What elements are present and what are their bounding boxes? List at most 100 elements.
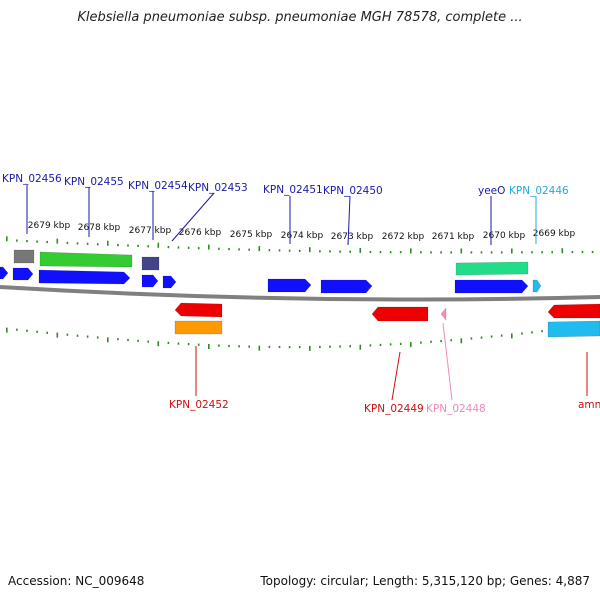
minor-tick [379,251,382,254]
major-tick [56,238,59,244]
major-tick [6,327,8,333]
minor-tick [228,248,230,251]
minor-tick [470,337,473,340]
accession-info: Accession: NC_009648 [8,574,145,588]
major-tick [107,240,109,246]
minor-tick [349,250,351,253]
minor-tick [228,344,230,348]
minor-tick [500,334,503,337]
gene-feature[interactable] [532,279,542,293]
minor-tick [551,251,553,254]
gene-feature[interactable] [320,279,373,294]
minor-tick [288,249,291,252]
scale-label: 2677 kbp [129,226,172,236]
gene-feature[interactable] [12,267,34,281]
minor-tick [430,340,432,343]
gene-feature[interactable] [141,274,159,288]
minor-tick [541,330,543,333]
gene-label-yeeo[interactable]: yeeO [478,185,505,197]
major-tick [410,248,412,254]
map-title: Klebsiella pneumoniae subsp. pneumoniae … [77,10,523,25]
minor-tick [430,251,432,254]
minor-tick [288,346,291,349]
minor-tick [86,335,89,338]
major-tick [208,244,210,250]
topology-info: Topology: circular; Length: 5,315,120 bp… [260,574,590,588]
gene-label-kpn-02452[interactable]: KPN_02452 [169,399,229,411]
minor-tick [117,244,119,247]
minor-tick [420,341,422,344]
gene-label-kpn-02454[interactable]: KPN_02454 [128,180,188,192]
minor-tick [76,334,79,337]
gene-feature[interactable] [440,307,447,321]
minor-tick [329,345,331,348]
minor-tick [571,251,574,254]
gene-label-kpn-02449[interactable]: KPN_02449 [364,403,424,415]
gene-feature[interactable] [174,302,223,318]
minor-tick [278,345,281,349]
scale-label: 2670 kbp [483,231,526,241]
minor-tick [389,251,392,254]
minor-tick [490,251,493,254]
major-tick [561,248,564,254]
minor-tick [36,240,38,243]
gene-feature[interactable] [547,303,600,319]
minor-tick [440,340,442,343]
minor-tick [319,345,321,348]
major-tick [258,246,261,252]
minor-tick [369,344,372,347]
gene-feature[interactable] [267,278,312,293]
minor-tick [238,248,240,251]
gene-feature[interactable] [455,261,529,276]
gene-feature[interactable] [141,256,160,271]
minor-tick [137,339,139,342]
minor-tick [127,338,129,342]
scale-ticks-top [6,236,594,254]
scale-label: 2669 kbp [533,229,576,239]
minor-tick [399,342,402,345]
major-tick [460,248,463,254]
minor-tick [248,248,250,251]
gene-feature[interactable] [13,249,35,264]
major-tick [309,247,311,253]
gene-feature[interactable] [0,266,9,280]
gene-feature[interactable] [454,279,529,294]
genome-backbone [0,285,600,302]
minor-tick [480,251,483,254]
minor-tick [177,246,180,249]
minor-tick [379,343,382,346]
gene-label-kpn-02448[interactable]: KPN_02448 [426,403,486,415]
minor-tick [450,339,452,342]
minor-tick [197,343,200,346]
minor-tick [197,247,200,250]
minor-tick [329,250,331,253]
minor-tick [470,251,473,254]
gene-feature[interactable] [38,269,131,285]
minor-tick [319,250,321,253]
minor-tick [16,239,18,242]
gene-feature[interactable] [174,320,223,335]
gene-feature[interactable] [162,275,177,289]
gene-label-kpn-02450[interactable]: KPN_02450 [323,185,383,197]
gene-label-amn[interactable]: amn [578,399,600,411]
gene-label-kpn-02451[interactable]: KPN_02451 [263,184,323,196]
gene-feature[interactable] [547,320,600,338]
gene-label-kpn-02456[interactable]: KPN_02456 [2,173,62,185]
minor-tick [278,249,281,252]
minor-tick [541,251,543,254]
gene-label-kpn-02455[interactable]: KPN_02455 [64,176,124,188]
minor-tick [147,245,149,248]
minor-tick [137,244,139,247]
scale-label: 2678 kbp [78,223,121,233]
major-tick [107,337,109,343]
minor-tick [268,249,271,252]
gene-feature[interactable] [39,251,133,268]
minor-tick [248,345,250,348]
forward-features [0,249,542,294]
gene-label-kpn-02453[interactable]: KPN_02453 [188,182,248,194]
minor-tick [339,345,341,348]
scale-label: 2679 kbp [28,221,71,231]
gene-feature[interactable] [371,306,429,322]
gene-label-kpn-02446[interactable]: KPN_02446 [509,185,569,197]
